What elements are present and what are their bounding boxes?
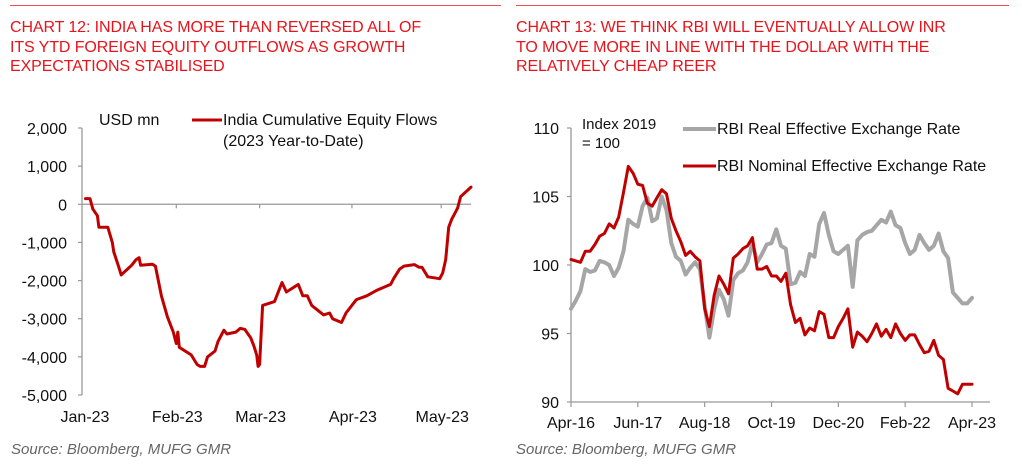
chart12-title-line: EXPECTATIONS STABILISED — [10, 58, 225, 75]
chart12-legend-label: (2023 Year-to-Date) — [223, 133, 364, 150]
chart12-x-tick-label: May-23 — [416, 409, 469, 426]
chart13-legend-label-real: RBI Real Effective Exchange Rate — [717, 121, 960, 138]
chart12-plot: 2,000 1,000 0 -1,000 -2,000 -3,000 -4,000 -5,00… — [22, 112, 473, 426]
chart13-y-tick-label: 90 — [541, 395, 559, 412]
chart13-title-line: RELATIVELY CHEAP REER — [516, 58, 717, 75]
chart12-top-rule — [10, 5, 501, 6]
chart13-title: CHART 13: WE THINK RBI WILL EVENTUALLY A… — [516, 18, 946, 77]
chart12-panel: CHART 12: INDIA HAS MORE THAN REVERSED A… — [0, 0, 505, 475]
chart13-y-tick-label: 105 — [532, 190, 559, 207]
chart13-y-tick-label: 110 — [533, 121, 559, 138]
chart13-x-tick-label: Dec-20 — [813, 415, 865, 432]
chart13-series-nominal-line — [569, 164, 974, 396]
chart13-y-tick-label: 95 — [541, 327, 559, 344]
chart12-title-line: ITS YTD FOREIGN EQUITY OUTFLOWS AS GROWT… — [10, 38, 406, 56]
chart13-top-rule — [516, 5, 1009, 6]
chart12-y-tick-label: -4,000 — [22, 350, 67, 367]
chart12-y-tick-label: 0 — [58, 197, 67, 214]
chart12-x-tick-label: Apr-23 — [329, 409, 377, 426]
chart12-y-tick-label: 1,000 — [27, 159, 67, 176]
chart13-title-line: CHART 13: WE THINK RBI WILL EVENTUALLY A… — [516, 19, 946, 36]
chart12-source: Source: Bloomberg, MUFG GMR — [11, 441, 232, 458]
chart13-x-tick-label: Apr-16 — [547, 415, 595, 432]
chart13-panel: CHART 13: WE THINK RBI WILL EVENTUALLY A… — [511, 0, 1022, 475]
chart12-y-tick-label: -1,000 — [22, 235, 67, 252]
chart12-x-tick-label: Mar-23 — [235, 409, 286, 426]
chart13-series-real-line — [569, 194, 974, 340]
chart13-unit-label: = 100 — [582, 135, 620, 152]
chart13-legend-label-nominal: RBI Nominal Effective Exchange Rate — [717, 158, 986, 175]
chart12-title: CHART 12: INDIA HAS MORE THAN REVERSED A… — [10, 18, 421, 77]
chart12-legend-label: India Cumulative Equity Flows — [223, 112, 437, 129]
chart12-y-tick-label: 2,000 — [27, 121, 67, 138]
chart12-y-tick-label: -2,000 — [22, 274, 67, 291]
chart13-plot: 110 105 100 95 90 Apr-16 Jun-17 Aug-18 Oct-19 Dec… — [532, 116, 996, 432]
chart12-y-tick-label: -5,000 — [22, 388, 67, 405]
chart13-unit-label: Index 2019 — [582, 116, 656, 133]
chart12-title-line: CHART 12: INDIA HAS MORE THAN REVERSED A… — [10, 19, 422, 36]
chart12-series-line — [84, 185, 473, 368]
chart13-title-line: TO MOVE MORE IN LINE WITH THE DOLLAR WIT… — [516, 38, 930, 56]
chart13-x-tick-label: Apr-23 — [948, 415, 996, 432]
chart13-x-tick-label: Feb-22 — [880, 415, 931, 432]
chart12-x-tick-label: Feb-23 — [152, 409, 203, 426]
chart12-x-tick-label: Jan-23 — [61, 409, 110, 426]
chart13-source: Source: Bloomberg, MUFG GMR — [516, 441, 737, 458]
chart12-y-tick-label: -3,000 — [22, 312, 67, 329]
chart13-x-tick-label: Aug-18 — [679, 415, 731, 432]
chart13-x-tick-label: Oct-19 — [747, 415, 795, 432]
chart13-y-tick-label: 100 — [532, 258, 559, 275]
chart13-x-tick-label: Jun-17 — [613, 415, 662, 432]
chart12-unit-label: USD mn — [99, 112, 159, 129]
